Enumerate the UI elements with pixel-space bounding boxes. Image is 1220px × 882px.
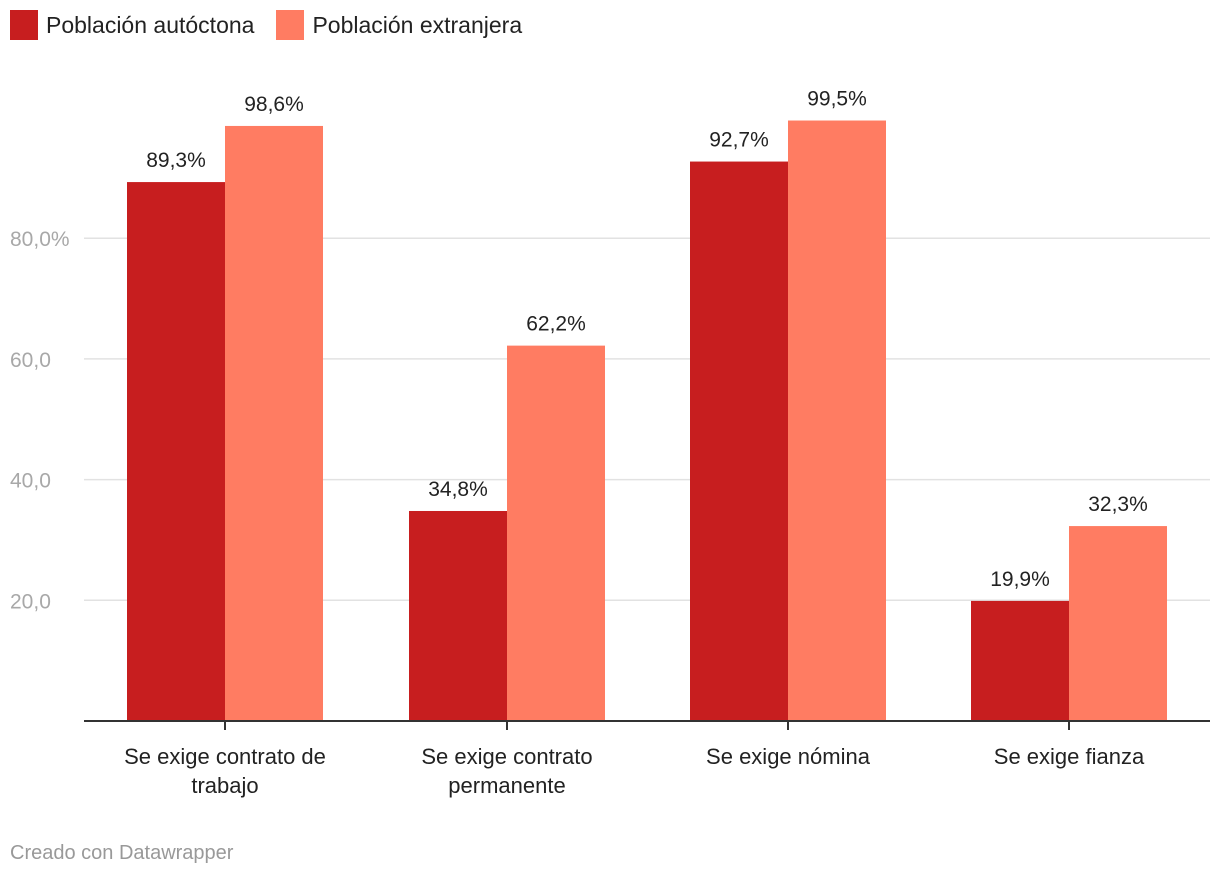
legend: Población autóctona Población extranjera (10, 10, 522, 40)
x-tick-label: Se exige nómina (706, 744, 871, 769)
x-tick-label: Se exige contrato (421, 744, 592, 769)
data-label: 19,9% (990, 568, 1050, 591)
bar (690, 161, 788, 722)
x-tick-label: permanente (448, 773, 565, 798)
y-tick-label: 60,0 (10, 349, 51, 372)
bar (1069, 526, 1167, 721)
data-label: 98,6% (244, 93, 304, 116)
data-label: 32,3% (1088, 493, 1148, 516)
bar (225, 125, 323, 722)
x-tick-label: Se exige fianza (994, 744, 1145, 769)
legend-label-autoctona: Población autóctona (46, 11, 255, 38)
bar (127, 182, 225, 722)
legend-label-extranjera: Población extranjera (312, 11, 523, 38)
legend-swatch-autoctona (10, 10, 38, 40)
x-tick-label: Se exige contrato de (124, 744, 326, 769)
bar (507, 345, 605, 721)
bar (788, 120, 886, 721)
y-tick-label: 80,0% (10, 228, 70, 251)
y-tick-label: 20,0 (10, 590, 51, 613)
legend-swatch-extranjera (276, 10, 305, 40)
data-label: 92,7% (709, 129, 769, 152)
y-tick-label: 40,0 (10, 470, 51, 493)
bar (409, 510, 507, 721)
legend-item-extranjera: Población extranjera (276, 10, 522, 40)
data-label: 34,8% (428, 478, 488, 501)
data-label: 62,2% (526, 313, 586, 336)
x-tick-label: trabajo (191, 773, 258, 798)
legend-item-autoctona: Población autóctona (10, 10, 254, 40)
footer-credit: Creado con Datawrapper (10, 842, 234, 864)
data-label: 99,5% (807, 88, 867, 111)
bar (971, 600, 1069, 721)
data-label: 89,3% (146, 149, 206, 172)
